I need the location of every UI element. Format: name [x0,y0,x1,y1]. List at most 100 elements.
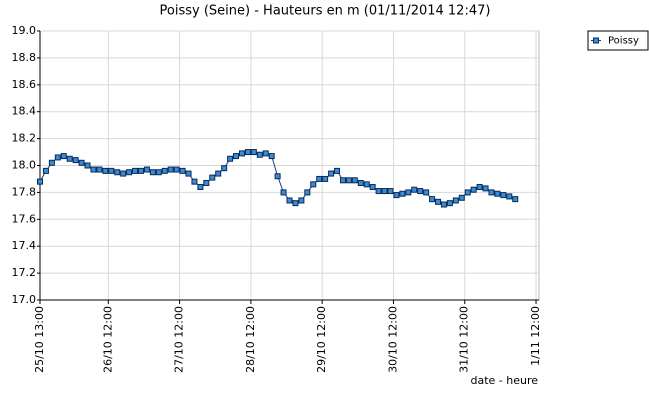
point-marker [417,188,424,195]
point-marker [387,188,394,195]
point-marker [102,167,109,174]
point-marker [470,186,477,193]
point-marker [411,186,418,193]
point-marker [334,167,341,174]
point-marker [363,181,370,188]
y-tick-label: 17.6 [12,212,37,225]
point-marker [322,175,329,182]
legend-label: Poissy [608,36,639,47]
x-tick-label: 26/10 12:00 [101,306,114,373]
point-marker [221,165,228,172]
point-marker [476,184,483,191]
point-marker [268,153,275,160]
x-tick-label: 31/10 12:00 [458,306,471,373]
point-marker [48,159,55,166]
point-marker [203,179,210,186]
point-marker [375,188,382,195]
point-marker [72,157,79,164]
point-marker [161,167,168,174]
x-tick-label: 30/10 12:00 [386,306,399,373]
legend-marker [593,37,599,44]
point-marker [512,196,519,203]
point-marker [429,196,436,203]
point-marker [78,159,85,166]
point-marker [42,167,49,174]
y-tick-label: 18.6 [12,78,37,91]
point-marker [96,166,103,173]
y-tick-label: 17.4 [12,239,37,252]
point-marker [120,170,127,177]
point-marker [155,169,162,176]
x-tick-label: 29/10 12:00 [315,306,328,373]
y-tick-label: 18.8 [12,51,37,64]
y-tick-label: 18.4 [12,105,37,118]
point-marker [464,189,471,196]
x-axis-label: date - heure [470,374,538,387]
point-marker [233,153,240,160]
point-marker [132,167,139,174]
point-marker [280,189,287,196]
point-marker [292,200,299,207]
point-marker [84,162,91,169]
point-marker [298,197,305,204]
point-marker [274,173,281,180]
point-marker [440,201,447,208]
point-marker [191,178,198,185]
y-tick-label: 18.0 [12,159,37,172]
y-tick-label: 17.2 [12,266,37,279]
point-marker [143,166,150,173]
x-tick-label: 1/11 12:00 [529,306,542,366]
point-marker [304,189,311,196]
point-marker [482,185,489,192]
point-marker [405,189,412,196]
point-marker [60,153,67,160]
point-marker [173,166,180,173]
point-marker [399,190,406,197]
point-marker [351,177,358,184]
point-marker [54,154,61,161]
y-tick-label: 18.2 [12,132,37,145]
point-marker [262,150,269,157]
point-marker [114,169,121,176]
point-marker [446,200,453,207]
point-marker [452,197,459,204]
point-marker [167,166,174,173]
point-marker [37,178,43,185]
point-marker [197,184,204,191]
y-tick-label: 17.0 [12,293,37,306]
point-marker [328,170,335,177]
point-marker [238,150,245,157]
point-marker [250,149,257,156]
point-marker [286,197,293,204]
point-marker [66,155,73,162]
point-marker [316,175,323,182]
point-marker [381,188,388,195]
point-marker [345,177,352,184]
point-marker [149,169,156,176]
point-marker [435,198,442,205]
point-marker [185,170,192,177]
point-marker [256,151,263,158]
point-marker [393,192,400,199]
point-marker [423,189,430,196]
point-marker [339,177,346,184]
point-marker [215,170,222,177]
point-marker [244,149,251,156]
point-marker [369,184,376,191]
point-marker [137,167,144,174]
legend-box [587,30,649,51]
point-marker [90,166,97,173]
chart-title: Poissy (Seine) - Hauteurs en m (01/11/20… [160,4,491,19]
point-marker [179,167,186,174]
point-marker [126,169,133,176]
y-tick-label: 17.8 [12,185,37,198]
point-marker [506,193,513,200]
point-marker [209,174,216,181]
x-tick-label: 28/10 12:00 [244,306,257,373]
point-marker [494,190,501,197]
point-marker [488,189,495,196]
point-marker [458,194,465,201]
point-marker [108,167,115,174]
x-tick-label: 25/10 13:00 [33,306,46,373]
